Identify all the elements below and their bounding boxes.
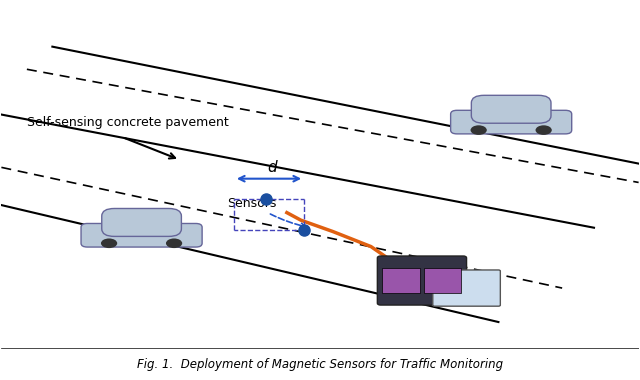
FancyBboxPatch shape [471,95,551,123]
FancyBboxPatch shape [424,268,461,293]
FancyBboxPatch shape [433,270,500,306]
FancyBboxPatch shape [451,110,572,134]
Circle shape [536,125,552,135]
FancyBboxPatch shape [81,223,202,247]
Circle shape [166,239,182,248]
Circle shape [470,125,487,135]
Text: Sensors: Sensors [228,197,306,228]
FancyBboxPatch shape [383,268,420,293]
FancyBboxPatch shape [102,209,181,236]
FancyBboxPatch shape [378,256,467,305]
Text: Fig. 1.  Deployment of Magnetic Sensors for Traffic Monitoring: Fig. 1. Deployment of Magnetic Sensors f… [137,358,503,371]
Text: d: d [268,160,277,175]
Circle shape [101,239,117,248]
Text: Self-sensing concrete pavement: Self-sensing concrete pavement [27,116,228,128]
